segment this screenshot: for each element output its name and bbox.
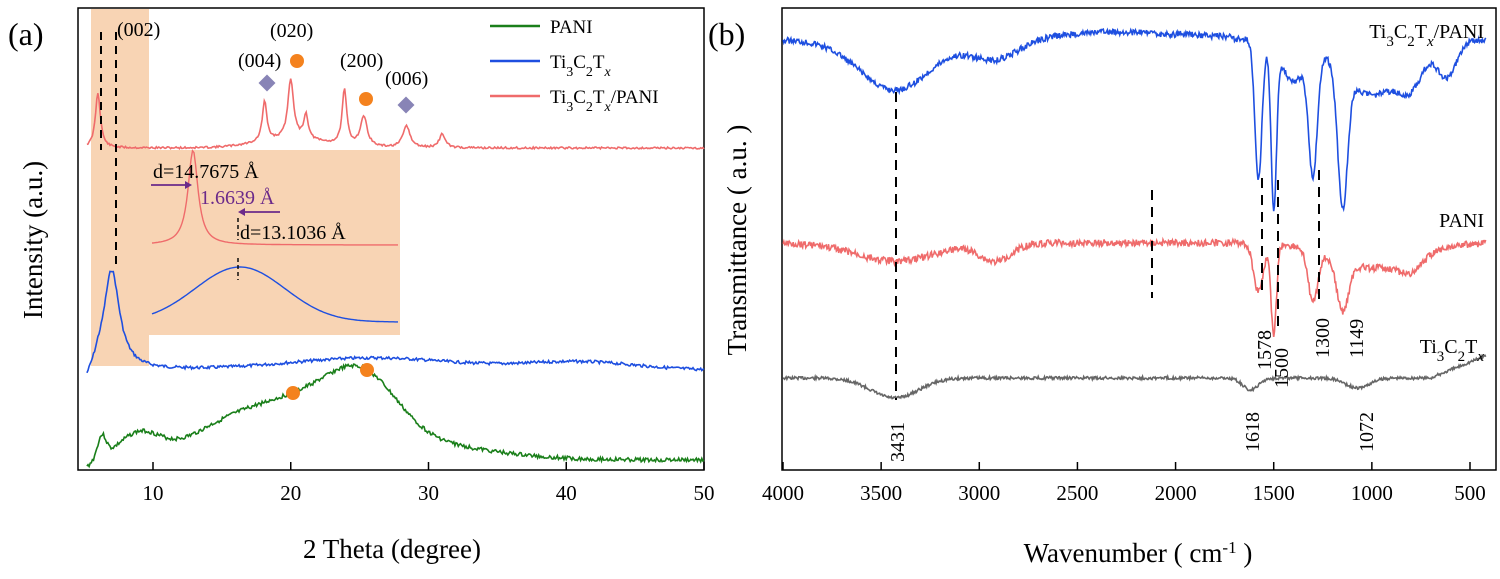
legend-label-ti3c2tx: Ti3C2Tx	[550, 52, 612, 80]
wn-label-1149: 1149	[1346, 319, 1368, 358]
x-tick-label-a: 50	[694, 481, 715, 505]
axes-frame-b	[781, 7, 1497, 471]
series-label-pani: PANI	[1439, 210, 1484, 232]
marker-pani-peak-20	[286, 386, 300, 400]
series-ti3c2tx-xrd	[86, 270, 705, 374]
x-tick-label-b: 3500	[860, 481, 902, 505]
series-ti3c2tx-pani-xrd	[86, 78, 705, 151]
marker-ti3c2tx-006	[397, 96, 415, 114]
x-tick-label-b: 2000	[1155, 481, 1197, 505]
series-pani-xrd	[86, 362, 705, 469]
x-tick-label-b: 1000	[1351, 481, 1393, 505]
wn-label-1300: 1300	[1312, 318, 1334, 358]
axes-frame-a	[77, 7, 705, 471]
panel-b: 4000 3500 3000 2500 2000 1500 1000 500 3431 157…	[708, 7, 1497, 569]
panel-a: 10 20 30 40 50 PANI Ti3C2Tx Ti3C2Tx/PANI	[8, 7, 715, 564]
inset-label-d1: d=14.7675 Å	[153, 161, 259, 183]
legend-label-pani: PANI	[550, 17, 593, 38]
peak-label-020: (020)	[270, 20, 313, 42]
y-axis-title-b: Transmittance ( a.u. )	[722, 125, 752, 356]
inset-background	[149, 150, 400, 335]
panel-label-a: (a)	[8, 16, 44, 52]
x-ticks-b: 4000 3500 3000 2500 2000 1500 1000 500	[762, 462, 1486, 505]
x-tick-label-a: 10	[143, 481, 164, 505]
inset-series-mxene	[151, 266, 398, 323]
x-tick-label-b: 3000	[958, 481, 1000, 505]
series-pani-ftir	[782, 236, 1487, 338]
x-axis-title-b: Wavenumber ( cm-1 )	[1024, 538, 1253, 569]
inset-label-delta: 1.6639 Å	[200, 187, 275, 209]
wn-label-1578: 1578	[1254, 330, 1276, 370]
x-ticks-a: 10 20 30 40 50	[143, 462, 715, 505]
legend-label-composite: Ti3C2Tx/PANI	[550, 87, 659, 115]
inset-arrowhead-d2	[238, 208, 245, 216]
x-tick-label-b: 4000	[762, 481, 804, 505]
series-ti3c2tx-pani-ftir	[782, 27, 1487, 213]
x-tick-label-b: 2500	[1056, 481, 1098, 505]
inset-label-d2: d=13.1036 Å	[240, 222, 346, 244]
inset-series-composite	[151, 149, 398, 246]
peak-label-006: (006)	[385, 68, 428, 90]
x-tick-label-b: 1500	[1253, 481, 1295, 505]
x-axis-title-a: 2 Theta (degree)	[303, 534, 481, 564]
marker-pani-peak-25	[360, 363, 374, 377]
series-ti3c2tx-ftir	[782, 353, 1487, 400]
marker-pani-200	[359, 92, 373, 106]
marker-ti3c2tx-004	[258, 74, 276, 92]
x-tick-label-a: 40	[556, 481, 577, 505]
x-tick-label-b: 500	[1454, 481, 1486, 505]
y-axis-title-a: Intensity (a.u.)	[18, 161, 48, 319]
marker-pani-020	[290, 54, 304, 68]
wn-label-1072: 1072	[1356, 412, 1378, 452]
wn-label-1500: 1500	[1271, 348, 1293, 388]
x-tick-label-a: 30	[418, 481, 439, 505]
inset-arrowhead-d1	[185, 181, 192, 189]
peak-label-004: (004)	[238, 50, 281, 72]
highlight-region-002	[91, 9, 149, 366]
panel-label-b: (b)	[708, 16, 745, 52]
peak-label-002: (002)	[117, 19, 160, 41]
wn-label-3431: 3431	[887, 422, 909, 462]
wn-label-1618: 1618	[1242, 412, 1264, 452]
x-tick-label-a: 20	[280, 481, 301, 505]
peak-label-200: (200)	[340, 50, 383, 72]
